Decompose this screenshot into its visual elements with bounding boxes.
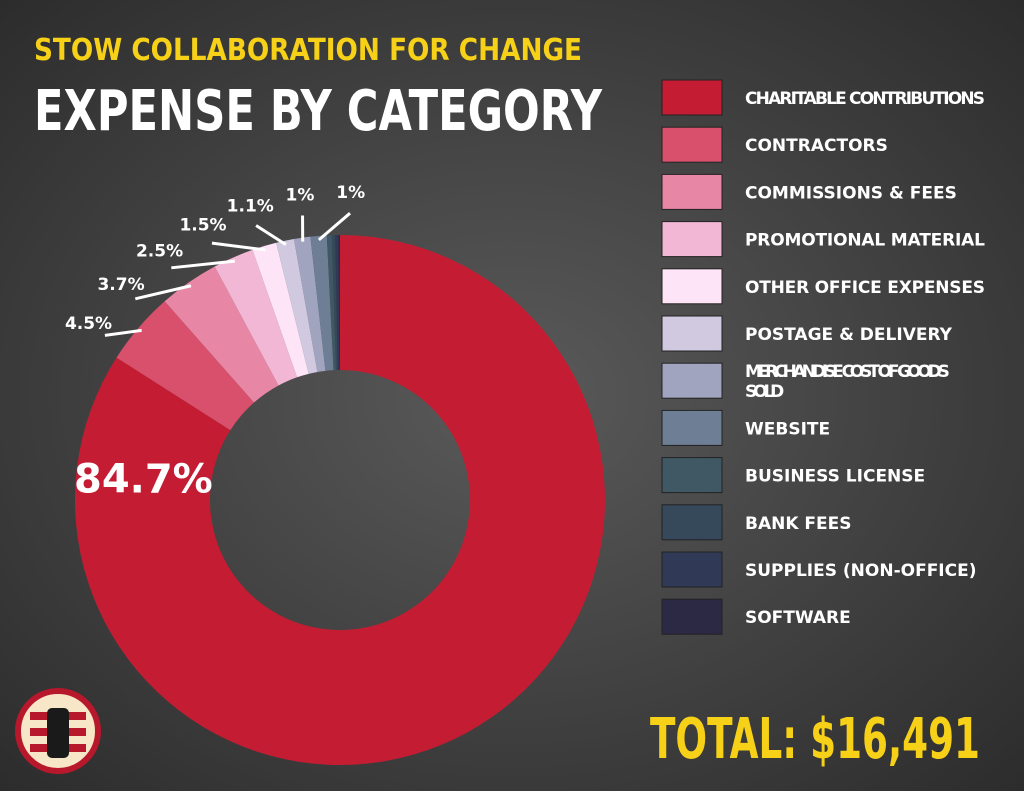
legend-label: BUSINESS LICENSE [745,467,925,487]
leader-line [255,224,287,246]
leader-line [171,259,236,270]
legend-swatch [661,409,723,446]
legend-label: CHARITABLE CONTRIBUTIONS [745,89,985,109]
donut-slice [116,301,254,431]
legend-swatch [661,457,723,494]
value-label: 1.1% [227,196,274,216]
leader-line [134,284,192,301]
chart-subtitle: STOW COLLABORATION FOR CHANGE [34,33,582,68]
legend-swatch [661,362,723,399]
donut-slice [331,235,338,371]
logo [15,688,101,774]
value-label: 3.7% [97,275,144,295]
donut-slice [276,239,318,374]
legend-label: SOFTWARE [745,608,851,628]
legend-swatch [661,221,723,258]
donut-slice [293,236,326,372]
legend-label: MERCHANDISE COST OF GOODS SOLD [745,362,950,402]
value-label: 2.5% [136,242,183,262]
total: TOTAL: $16,491 [650,707,980,772]
leader-line [104,328,142,337]
donut-slice [164,266,279,403]
legend-swatch [661,126,723,163]
legend-label: SUPPLIES (NON-OFFICE) [745,561,977,581]
donut-slice [310,235,334,371]
donut-slice [252,242,309,378]
legend-label: BANK FEES [745,514,852,534]
leader-line [211,241,266,252]
value-label: 84.7% [74,456,213,502]
donut-slice [338,235,340,371]
legend-swatch [661,598,723,635]
legend-swatch [661,173,723,210]
value-label: 1% [336,183,365,203]
legend-swatch [661,551,723,588]
legend-swatch [661,504,723,541]
leader-line [317,212,351,241]
legend-label: WEBSITE [745,419,830,439]
donut-slice [335,235,340,371]
legend-label: CONTRACTORS [745,136,888,156]
legend-swatch [661,79,723,116]
legend-swatch [661,268,723,305]
value-label: 1% [285,186,314,206]
value-label: 1.5% [179,215,226,235]
legend-swatch [661,315,723,352]
legend-label: OTHER OFFICE EXPENSES [745,278,985,298]
legend-label: COMMISSIONS & FEES [745,183,957,203]
legend-label: PROMOTIONAL MATERIAL [745,231,985,251]
chart-title: EXPENSE BY CATEGORY [34,79,603,144]
value-label: 4.5% [65,314,112,334]
legend-label: POSTAGE & DELIVERY [745,325,953,345]
donut-slice [74,235,606,765]
donut-slice [214,249,298,386]
donut-slice [326,235,336,371]
